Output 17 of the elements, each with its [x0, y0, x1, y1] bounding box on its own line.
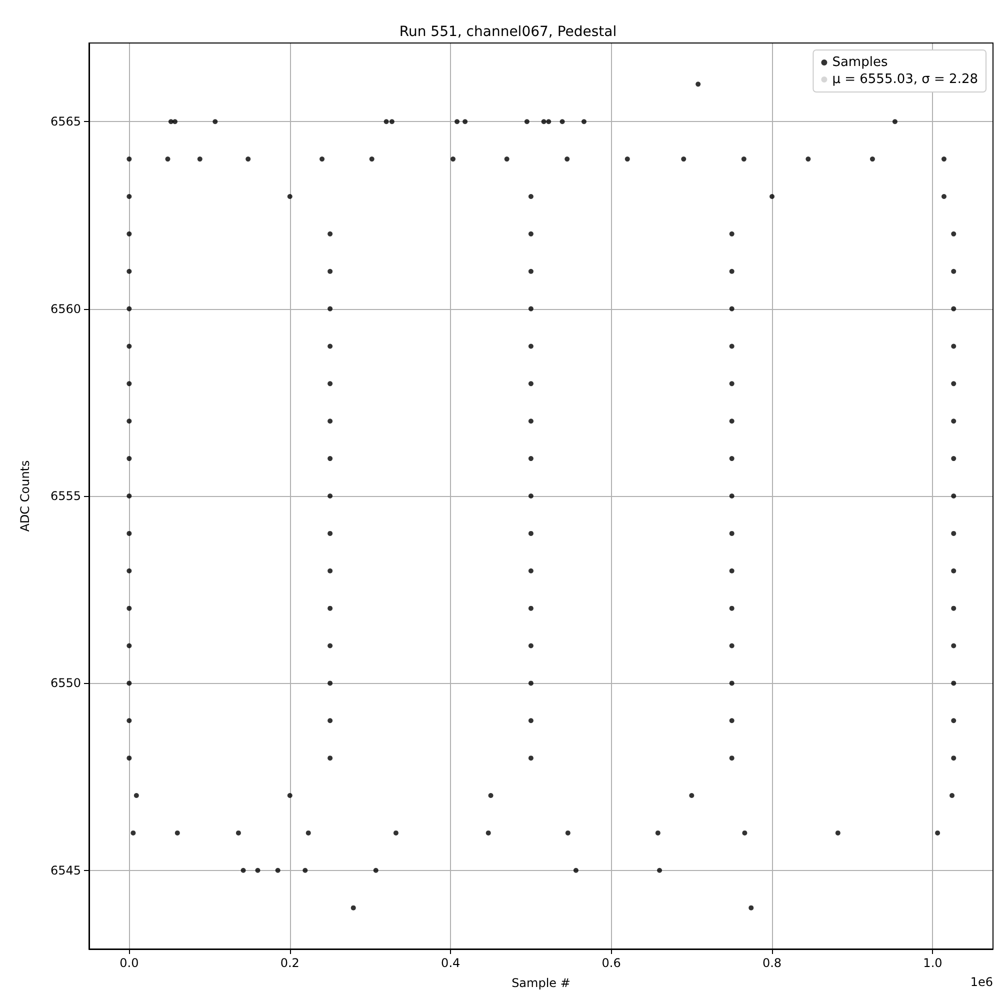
y-tick-label: 6555 — [50, 489, 81, 503]
legend-label: μ = 6555.03, σ = 2.28 — [832, 72, 978, 87]
x-tick-label: 0.6 — [602, 956, 621, 970]
x-axis-title: Sample # — [512, 976, 570, 990]
legend-label: Samples — [832, 55, 888, 70]
y-tick-label: 6565 — [50, 114, 81, 129]
x-tick-label: 1.0 — [923, 956, 942, 970]
x-tick-label: 0.4 — [441, 956, 460, 970]
chart-title: Run 551, channel067, Pedestal — [399, 24, 617, 40]
text: 1e6 — [970, 975, 994, 989]
y-tick-label: 6560 — [50, 302, 81, 316]
y-axis-title: ADC Counts — [18, 460, 32, 532]
x-tick-label: 0.2 — [280, 956, 300, 970]
y-tick-label: 6545 — [50, 863, 81, 878]
y-tick-label: 6550 — [50, 676, 81, 690]
x-tick-label: 0.8 — [762, 956, 782, 970]
x-tick-label: 0.0 — [120, 956, 139, 970]
